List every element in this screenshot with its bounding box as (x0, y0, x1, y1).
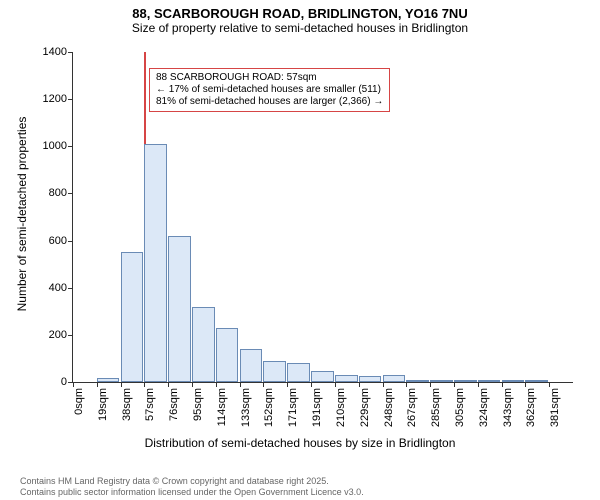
histogram-bar (97, 378, 120, 382)
x-tick-label: 343sqm (502, 388, 514, 427)
x-tick-mark (97, 382, 98, 387)
x-tick-mark (406, 382, 407, 387)
x-tick-label: 191sqm (311, 388, 323, 427)
x-tick-mark (549, 382, 550, 387)
x-tick-mark (525, 382, 526, 387)
chart-subtitle: Size of property relative to semi-detach… (0, 21, 600, 35)
histogram-bar (383, 375, 406, 382)
x-tick-mark (168, 382, 169, 387)
plot-area: 88 SCARBOROUGH ROAD: 57sqm ← 17% of semi… (72, 52, 573, 383)
histogram-bar (454, 380, 477, 382)
histogram-bar (502, 380, 525, 382)
x-tick-mark (454, 382, 455, 387)
x-tick-mark (287, 382, 288, 387)
annotation-line-1: 88 SCARBOROUGH ROAD: 57sqm (156, 72, 383, 84)
x-tick-mark (335, 382, 336, 387)
x-tick-label: 285sqm (430, 388, 442, 427)
histogram-bar (192, 307, 215, 382)
x-tick-mark (240, 382, 241, 387)
histogram-bar (525, 380, 548, 382)
histogram-bar (335, 375, 358, 382)
x-tick-label: 19sqm (97, 388, 109, 421)
histogram-bar (430, 380, 453, 382)
x-tick-mark (263, 382, 264, 387)
chart-title: 88, SCARBOROUGH ROAD, BRIDLINGTON, YO16 … (0, 0, 600, 21)
x-tick-mark (144, 382, 145, 387)
x-tick-label: 76sqm (168, 388, 180, 421)
histogram-bar (144, 144, 167, 382)
y-tick-mark (68, 335, 73, 336)
footer-line-2: Contains public sector information licen… (20, 487, 364, 498)
x-tick-mark (383, 382, 384, 387)
x-tick-label: 210sqm (335, 388, 347, 427)
x-tick-label: 133sqm (240, 388, 252, 427)
x-tick-label: 171sqm (287, 388, 299, 427)
x-tick-label: 38sqm (121, 388, 133, 421)
annotation-line-2: ← 17% of semi-detached houses are smalle… (156, 84, 383, 96)
x-tick-mark (121, 382, 122, 387)
y-tick-mark (68, 52, 73, 53)
histogram-bar (287, 363, 310, 382)
x-tick-mark (478, 382, 479, 387)
histogram-bar (121, 252, 144, 382)
x-tick-label: 362sqm (525, 388, 537, 427)
histogram-bar (406, 380, 429, 382)
footer: Contains HM Land Registry data © Crown c… (20, 476, 364, 498)
y-tick-mark (68, 99, 73, 100)
x-tick-label: 0sqm (73, 388, 85, 415)
x-tick-label: 267sqm (406, 388, 418, 427)
x-tick-label: 324sqm (478, 388, 490, 427)
footer-line-1: Contains HM Land Registry data © Crown c… (20, 476, 364, 487)
y-tick-mark (68, 241, 73, 242)
histogram-bar (311, 371, 334, 382)
y-axis-label: Number of semi-detached properties (15, 104, 29, 324)
histogram-bar (216, 328, 239, 382)
y-tick-mark (68, 193, 73, 194)
x-tick-label: 114sqm (216, 388, 228, 426)
x-tick-label: 57sqm (144, 388, 156, 421)
x-tick-label: 248sqm (383, 388, 395, 427)
x-tick-mark (216, 382, 217, 387)
histogram-bar (263, 361, 286, 382)
x-tick-label: 152sqm (263, 388, 275, 427)
annotation-box: 88 SCARBOROUGH ROAD: 57sqm ← 17% of semi… (149, 68, 390, 112)
x-tick-mark (502, 382, 503, 387)
x-axis-label: Distribution of semi-detached houses by … (0, 436, 600, 450)
histogram-bar (168, 236, 191, 382)
histogram-bar (240, 349, 263, 382)
x-tick-mark (430, 382, 431, 387)
histogram-bar (359, 376, 382, 382)
x-tick-label: 381sqm (549, 388, 561, 427)
x-tick-mark (311, 382, 312, 387)
x-tick-label: 305sqm (454, 388, 466, 427)
chart-container: 88, SCARBOROUGH ROAD, BRIDLINGTON, YO16 … (0, 0, 600, 500)
y-tick-mark (68, 146, 73, 147)
x-tick-mark (192, 382, 193, 387)
y-tick-mark (68, 288, 73, 289)
x-tick-mark (359, 382, 360, 387)
histogram-bar (478, 380, 501, 382)
x-tick-label: 229sqm (359, 388, 371, 427)
x-tick-mark (73, 382, 74, 387)
annotation-line-3: 81% of semi-detached houses are larger (… (156, 96, 383, 108)
x-tick-label: 95sqm (192, 388, 204, 421)
